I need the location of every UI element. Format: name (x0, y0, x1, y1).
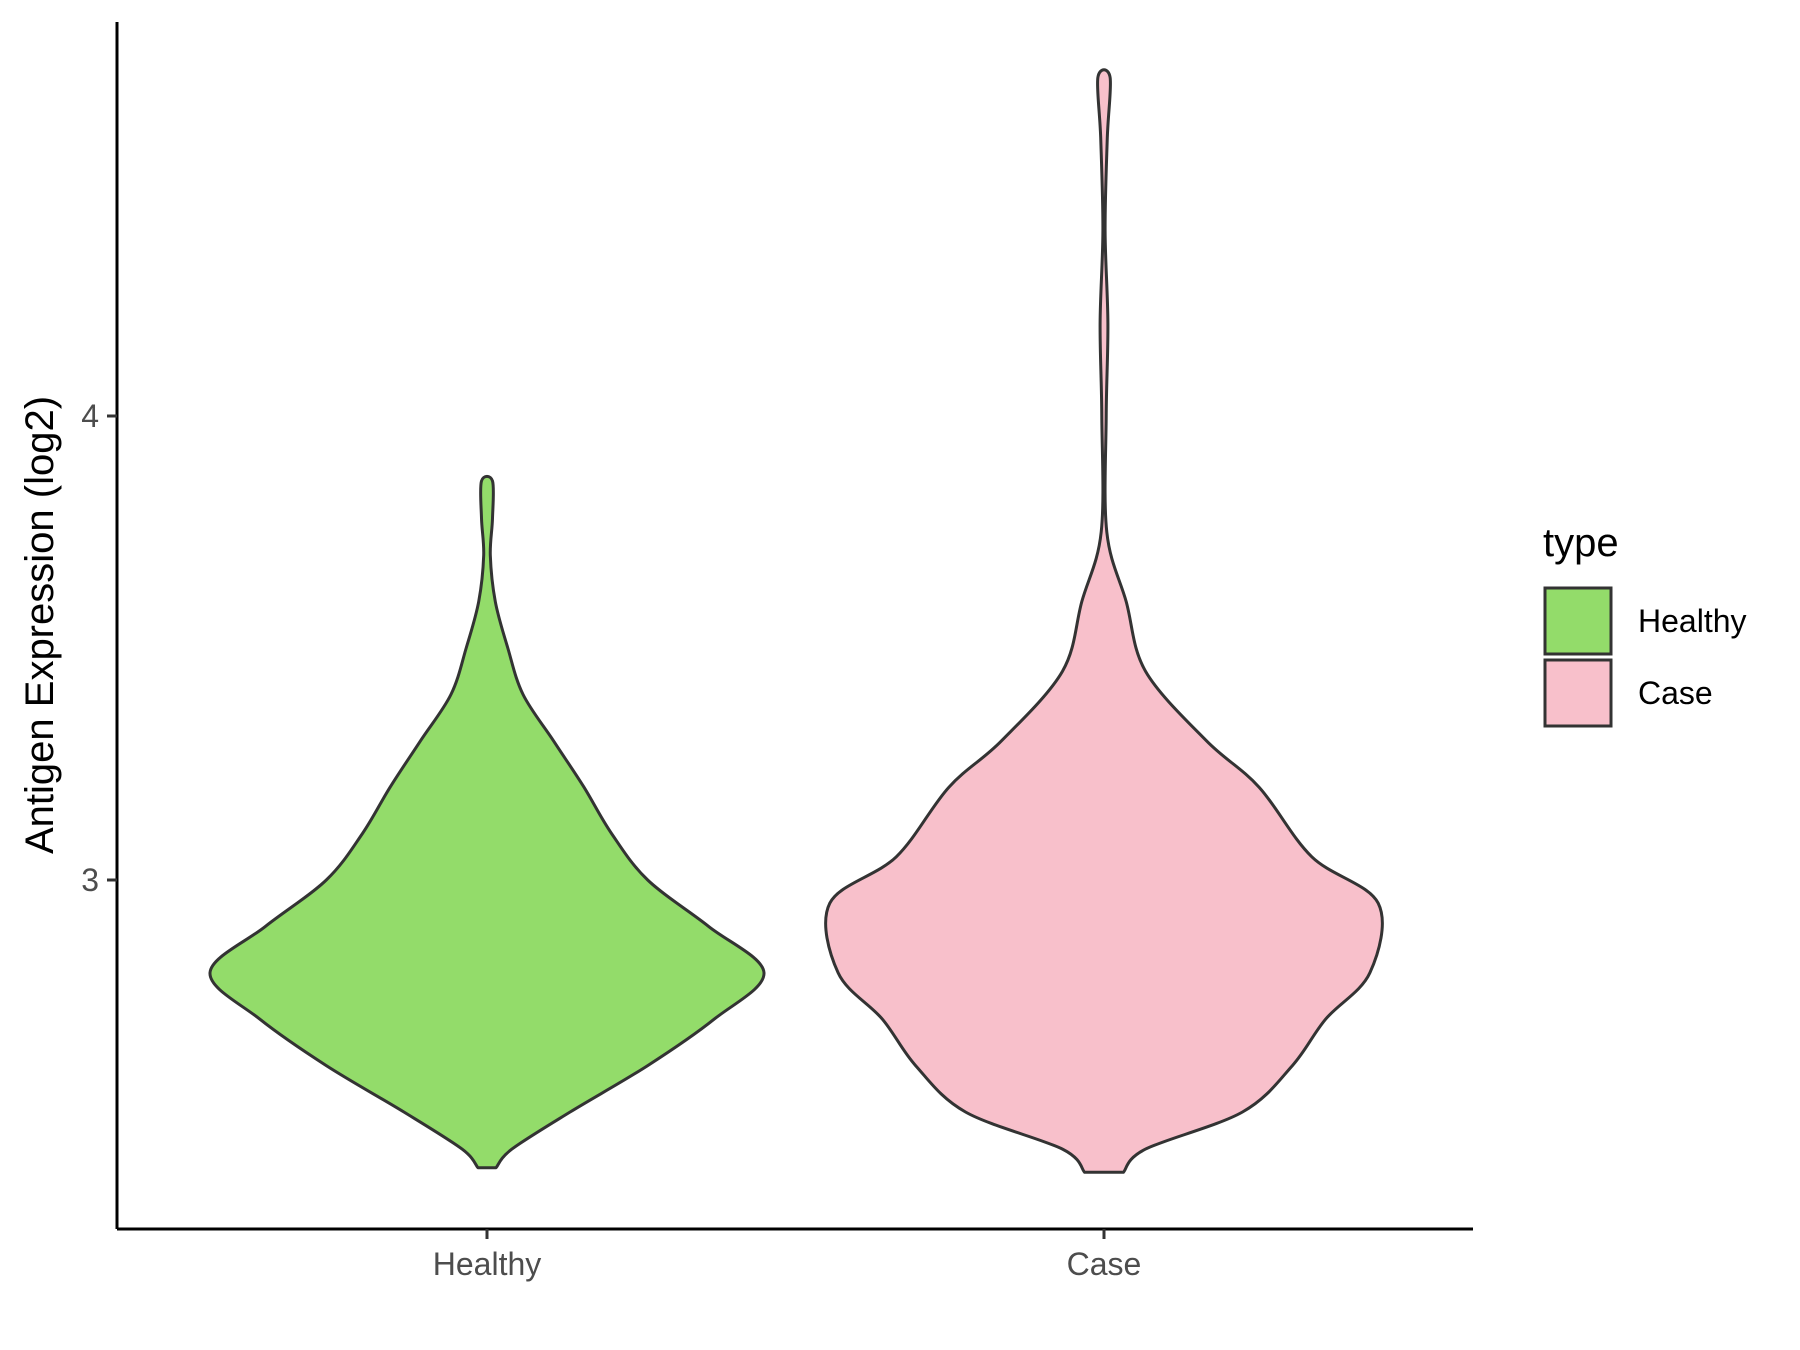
y-tick-label: 3 (81, 862, 99, 898)
legend-key-case (1543, 658, 1613, 728)
axes (115, 22, 1473, 1231)
violin-case (824, 68, 1384, 1174)
legend-key-healthy (1543, 586, 1613, 656)
x-tick-label-healthy: Healthy (433, 1246, 542, 1282)
y-ticks: 34 (81, 398, 117, 898)
legend-title: type (1543, 521, 1619, 565)
violin-healthy (208, 474, 766, 1170)
violin-layer (208, 68, 1384, 1174)
x-tick-label-case: Case (1067, 1246, 1142, 1282)
legend-entries: Healthy Case (1543, 586, 1747, 728)
legend-label-healthy: Healthy (1638, 603, 1747, 639)
legend: type Healthy Case (1543, 521, 1747, 728)
legend-label-case: Case (1638, 675, 1713, 711)
y-axis-title: Antigen Expression (log2) (18, 396, 62, 854)
y-tick-label: 4 (81, 398, 99, 434)
x-ticks: Healthy Case (433, 1229, 1142, 1282)
